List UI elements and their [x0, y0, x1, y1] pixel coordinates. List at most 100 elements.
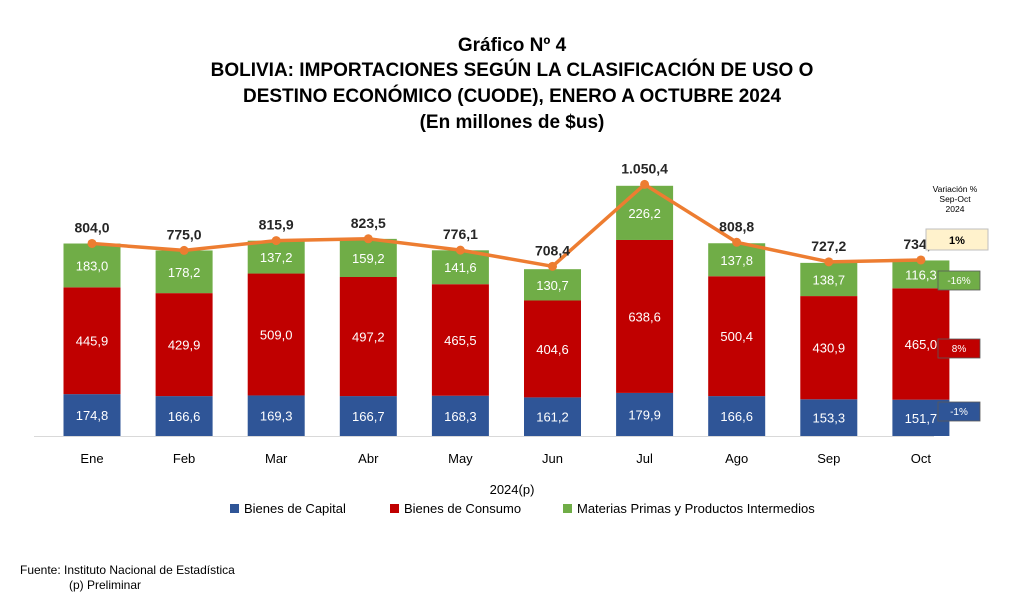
bar-segment: [524, 397, 581, 436]
bar-segment: [155, 293, 213, 397]
total-point: [455, 245, 465, 255]
source-note: Fuente: Instituto Nacional de Estadístic…: [20, 563, 235, 577]
variation-title: Sep-Oct: [939, 194, 971, 204]
bar-segment: [339, 396, 397, 436]
data-label: 445,9: [76, 334, 109, 349]
variation-title: 2024: [946, 204, 965, 214]
variation-box: [937, 338, 981, 359]
data-label: 465,5: [444, 333, 477, 348]
variation-total-label: 1%: [949, 235, 965, 247]
bar-segment: [63, 243, 121, 288]
data-label: 166,6: [168, 409, 201, 424]
bar-segment: [339, 238, 397, 277]
data-label: 166,6: [720, 409, 753, 424]
data-label: 404,6: [536, 342, 569, 357]
footer: Fuente: Instituto Nacional de Estadístic…: [20, 563, 235, 593]
data-label: 465,0: [905, 337, 938, 352]
data-label: 161,2: [536, 410, 569, 425]
chart-title-line1: BOLIVIA: IMPORTACIONES SEGÚN LA CLASIFIC…: [210, 60, 814, 81]
data-label: 226,2: [628, 206, 661, 221]
total-label: 775,0: [167, 226, 202, 242]
variation-label: -1%: [950, 407, 968, 418]
total-label: 727,2: [811, 238, 846, 254]
preliminary-note: (p) Preliminar: [69, 578, 142, 592]
total-point: [824, 257, 834, 267]
variation-box-total: [925, 228, 989, 251]
total-point: [732, 237, 742, 247]
data-label: 130,7: [536, 278, 569, 293]
bar-segment: [708, 396, 766, 436]
x-tick-label: Jul: [636, 451, 653, 466]
data-label: 141,6: [444, 260, 477, 275]
total-label: 823,5: [351, 215, 386, 231]
figure-label: Gráfico Nº 4: [457, 35, 567, 56]
total-label: 808,8: [719, 218, 754, 234]
bar-segment: [800, 399, 858, 436]
bar-segment: [431, 395, 489, 436]
bar-segment: [247, 273, 305, 396]
legend-label: Bienes de Capital: [244, 501, 346, 516]
bar-segment: [155, 396, 213, 436]
data-label: 166,7: [352, 409, 385, 424]
bar-segment: [339, 276, 397, 397]
data-label: 168,3: [444, 409, 477, 424]
bar-segment: [800, 262, 858, 297]
chart-titles: Gráfico Nº 4 BOLIVIA: IMPORTACIONES SEGÚ…: [0, 34, 1024, 136]
bar-segment: [524, 300, 581, 398]
x-tick-label: Abr: [358, 451, 379, 466]
total-label: 815,9: [259, 217, 294, 233]
legend-swatch: [230, 504, 239, 513]
data-label: 638,6: [628, 309, 661, 324]
data-label: 137,2: [260, 250, 293, 265]
data-label: 497,2: [352, 330, 385, 345]
bar-segment: [616, 239, 674, 393]
bar-segment: [616, 392, 674, 436]
data-label: 179,9: [628, 407, 661, 422]
data-label: 500,4: [720, 329, 753, 344]
data-label: 159,2: [352, 251, 385, 266]
bar-segment: [63, 287, 121, 395]
variation-box: [937, 270, 981, 291]
total-label: 708,4: [535, 242, 570, 258]
variation-label: -16%: [947, 276, 970, 287]
legend-label: Materias Primas y Productos Intermedios: [577, 501, 815, 516]
bar-segment: [431, 284, 489, 396]
data-label: 509,0: [260, 327, 293, 342]
x-tick-label: Mar: [265, 451, 288, 466]
x-tick-label: May: [448, 451, 473, 466]
legend-swatch: [390, 504, 399, 513]
x-tick-label: Sep: [817, 451, 840, 466]
total-point: [548, 261, 557, 271]
total-point: [363, 234, 373, 244]
data-label: 137,8: [720, 253, 753, 268]
data-label: 429,9: [168, 338, 201, 353]
data-label: 169,3: [260, 409, 293, 424]
x-tick-label: Oct: [911, 451, 932, 466]
total-point: [640, 179, 650, 189]
data-label: 430,9: [813, 341, 846, 356]
data-label: 174,8: [76, 408, 109, 423]
total-label: 776,1: [443, 226, 478, 242]
data-label: 153,3: [813, 411, 846, 426]
bar-segment: [708, 243, 766, 277]
x-axis-title: 2024(p): [490, 482, 535, 497]
total-label: 1.050,4: [621, 160, 668, 176]
total-line: [91, 182, 921, 269]
bar-segment: [63, 394, 121, 436]
bar-segment: [431, 250, 489, 285]
total-label: 804,0: [74, 219, 109, 235]
total-point: [179, 245, 189, 255]
variation-box: [937, 401, 981, 422]
bar-segment: [247, 395, 305, 436]
legend-swatch: [563, 504, 572, 513]
bar-segment: [524, 269, 581, 301]
bar-segment: [155, 250, 213, 294]
data-label: 178,2: [168, 265, 201, 280]
bar-segment: [247, 240, 305, 274]
x-tick-label: Ene: [80, 451, 103, 466]
bar-segment: [708, 276, 766, 397]
data-label: 138,7: [813, 272, 846, 287]
bar-segment: [800, 296, 858, 400]
total-point: [87, 238, 97, 248]
